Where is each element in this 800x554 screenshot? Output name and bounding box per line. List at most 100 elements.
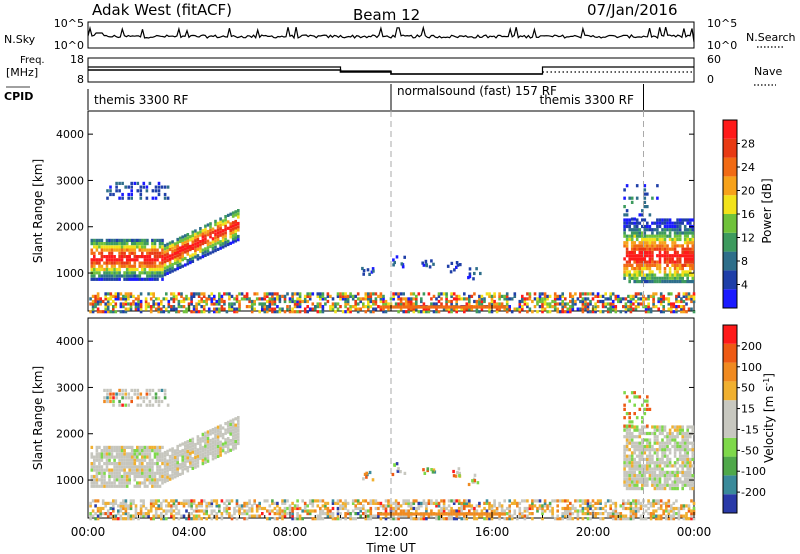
range-cell <box>173 468 177 472</box>
range-cell <box>653 480 657 484</box>
range-cell <box>648 224 652 229</box>
range-cell <box>644 517 648 521</box>
range-cell <box>526 514 529 518</box>
range-cell <box>132 299 135 304</box>
range-cell <box>611 307 615 311</box>
range-cell <box>237 441 240 446</box>
range-cell <box>623 470 626 474</box>
range-cell <box>283 512 287 516</box>
range-cell <box>498 292 501 296</box>
range-cell <box>564 499 567 503</box>
range-cell <box>152 294 155 298</box>
range-cell <box>201 449 205 453</box>
range-cell <box>404 514 408 518</box>
range-cell <box>146 478 149 482</box>
range-cell <box>531 499 534 503</box>
range-cell <box>425 509 428 513</box>
range-cell <box>681 438 684 442</box>
range-cell <box>151 196 155 200</box>
range-cell <box>683 273 687 277</box>
range-cell <box>181 258 184 262</box>
range-cell <box>160 399 164 404</box>
range-cell <box>641 487 644 491</box>
range-cell <box>298 299 302 304</box>
range-cell <box>113 445 116 449</box>
range-cell <box>157 310 160 314</box>
range-cell <box>354 517 357 521</box>
range-cell <box>237 438 240 442</box>
range-cell <box>671 241 674 245</box>
range-cell <box>112 509 115 513</box>
range-cell <box>117 509 120 513</box>
range-cell <box>210 512 214 516</box>
range-cell <box>447 307 451 311</box>
range-cell <box>659 499 663 503</box>
range-cell <box>663 267 667 271</box>
range-cell <box>455 299 458 304</box>
range-cell <box>210 299 214 304</box>
range-cell <box>178 249 182 253</box>
range-cell <box>182 514 186 518</box>
range-cell <box>661 280 664 284</box>
range-cell <box>646 276 649 280</box>
range-cell <box>404 501 408 505</box>
range-cell <box>186 249 190 253</box>
range-cell <box>201 432 205 436</box>
range-cell <box>409 514 413 518</box>
range-cell <box>114 514 118 518</box>
range-cell <box>682 292 686 296</box>
range-cell <box>105 258 109 262</box>
range-cell <box>321 297 325 301</box>
range-cell <box>659 294 663 298</box>
range-cell <box>103 277 106 281</box>
range-cell <box>145 189 149 193</box>
range-cell <box>417 501 421 505</box>
range-cell <box>194 252 197 256</box>
range-cell <box>536 509 539 513</box>
range-cell <box>210 499 214 503</box>
range-cell <box>176 448 179 452</box>
range-cell <box>143 277 147 281</box>
range-cell <box>123 271 126 275</box>
range-cell <box>668 435 672 439</box>
range-cell <box>369 517 373 521</box>
range-cell <box>682 307 686 311</box>
range-cell <box>138 248 142 252</box>
range-cell <box>209 442 212 446</box>
range-cell <box>124 506 128 511</box>
range-cell <box>103 468 106 472</box>
range-cell <box>668 221 672 225</box>
range-cell <box>638 451 642 455</box>
range-cell <box>235 499 239 503</box>
range-cell <box>663 454 667 458</box>
range-cell <box>665 514 668 518</box>
range-cell <box>120 245 124 249</box>
range-cell <box>176 254 179 258</box>
range-cell <box>138 474 142 479</box>
range-cell <box>594 302 597 306</box>
range-cell <box>661 218 664 222</box>
range-cell <box>541 517 544 521</box>
range-cell <box>219 240 222 244</box>
range-cell <box>123 471 126 475</box>
range-cell <box>666 276 669 280</box>
range-cell <box>306 509 309 513</box>
range-cell <box>455 261 459 265</box>
range-cell <box>199 447 202 451</box>
range-cell <box>138 449 142 453</box>
range-cell <box>151 267 154 272</box>
range-cell <box>134 504 138 508</box>
range-cell <box>119 297 123 301</box>
range-cell <box>268 504 272 508</box>
range-cell <box>133 251 137 255</box>
range-cell <box>623 448 626 452</box>
range-cell <box>625 234 629 238</box>
range-cell <box>113 245 116 249</box>
range-cell <box>634 514 638 518</box>
range-cell <box>465 504 469 508</box>
range-cell <box>229 225 232 229</box>
range-cell <box>141 481 144 485</box>
range-cell <box>681 247 684 251</box>
range-cell <box>531 504 534 508</box>
